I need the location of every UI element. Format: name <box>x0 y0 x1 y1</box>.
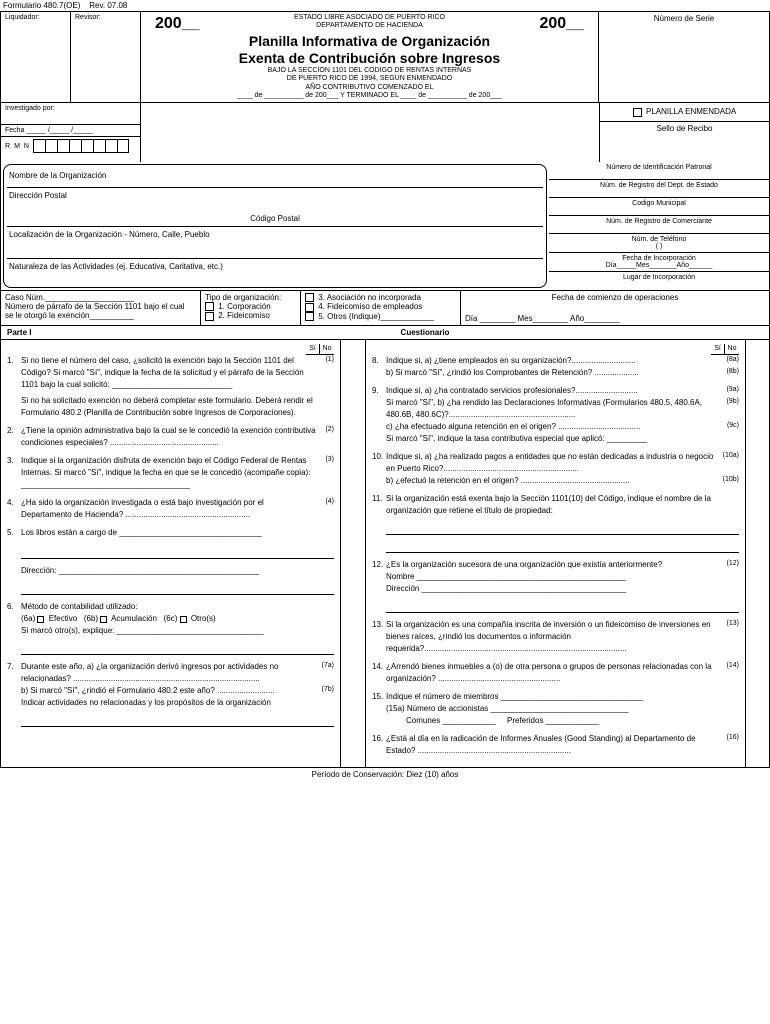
num-registro-estado[interactable]: Núm. de Registro del Dept. de Estado <box>549 180 769 198</box>
period: ____ de __________ de 200___ Y TERMINADO… <box>145 92 594 100</box>
nombre-org[interactable]: Nombre de la Organización <box>7 168 543 188</box>
lugar-incorporacion[interactable]: Lugar de Incorporación <box>549 272 769 290</box>
title-cell: 200__ ESTADO LIBRE ASOCIADO DE PUERTO RI… <box>141 12 599 102</box>
q9: 9.Indique si, a) ¿ha contratado servicio… <box>372 385 739 445</box>
acumulacion-checkbox[interactable] <box>100 616 107 623</box>
parte1-header: Parte I Cuestionario <box>1 326 769 340</box>
q3: 3.Indique si la organización disfruta de… <box>7 455 334 491</box>
revisor-cell: Revisor: <box>71 12 141 102</box>
year-start: 200__ <box>155 14 200 33</box>
org-section: Nombre de la Organización Dirección Post… <box>1 162 769 291</box>
caso-num-cell: Caso Núm.____________________ Número de … <box>1 291 201 325</box>
q4: 4.¿Ha sido la organización investigada o… <box>7 497 334 521</box>
codigo-municipal[interactable]: Codigo Municipal <box>549 198 769 216</box>
q8: 8.Indique si, a) ¿tiene empleados en su … <box>372 355 739 379</box>
revision: Rev. 07.08 <box>89 1 127 10</box>
grid-boxes[interactable] <box>33 139 129 153</box>
q12: 12.¿Es la organización sucesora de una o… <box>372 559 739 613</box>
year-end: 200__ <box>540 14 585 33</box>
num-id-patronal[interactable]: Número de Identificación Patronal <box>549 162 769 180</box>
footer: Período de Conservación: Diez (10) años <box>0 768 770 781</box>
form-container: Liquidador: Revisor: 200__ ESTADO LIBRE … <box>0 11 770 768</box>
header-row-2: Investigado por: Fecha _____ /_____ /___… <box>1 103 769 161</box>
fecha-comienzo-cell: Fecha de comienzo de operaciones Día ___… <box>461 291 769 325</box>
depto: DEPARTAMENTO DE HACIENDA <box>200 22 540 30</box>
q13: 13.Si la organización es una compañía in… <box>372 619 739 655</box>
q6: 6.Método de contabilidad utilizado: (6a)… <box>7 601 334 655</box>
opt4-checkbox[interactable] <box>305 303 314 312</box>
tipo-org-opts: 3. Asociación no incorporada 4. Fideicom… <box>301 291 461 325</box>
form-number: Formulario 480.7(OE) <box>3 1 80 10</box>
sino-right <box>745 340 769 768</box>
estado: ESTADO LIBRE ASOCIADO DE PUERTO RICO <box>200 14 540 22</box>
opt2-checkbox[interactable] <box>205 312 214 321</box>
sino-left <box>341 340 366 768</box>
q14: 14.¿Arrendó bienes inmuebles a (o) de ot… <box>372 661 739 685</box>
rmn-row: R M N <box>1 137 140 155</box>
questions-right: Sí No 8.Indique si, a) ¿tiene empleados … <box>366 340 745 768</box>
naturaleza[interactable]: Naturaleza de las Actividades (ej. Educa… <box>7 259 543 279</box>
num-telefono[interactable]: Núm. de Teléfono ( ) <box>549 234 769 253</box>
q2: 2.¿Tiene la opinión administrativa bajo … <box>7 425 334 449</box>
efectivo-checkbox[interactable] <box>37 616 44 623</box>
tipo-org-label: Tipo de organización: 1. Corporación 2. … <box>201 291 301 325</box>
numero-serie-cell: Número de Serie <box>599 12 769 102</box>
questions-section: Sí No 1.Si no tiene el número del caso, … <box>1 340 769 768</box>
sello-recibo-cell: Sello de Recibo <box>600 122 769 162</box>
header-row-1: Liquidador: Revisor: 200__ ESTADO LIBRE … <box>1 12 769 103</box>
investigado-cell: Investigado por: <box>1 103 140 125</box>
opt1-checkbox[interactable] <box>205 302 214 311</box>
questions-left: Sí No 1.Si no tiene el número del caso, … <box>1 340 341 768</box>
fecha-incorporacion[interactable]: Fecha de Incorporación Día_____Mes______… <box>549 253 769 272</box>
org-right: Número de Identificación Patronal Núm. d… <box>549 162 769 290</box>
localizacion[interactable]: Localización de la Organización - Número… <box>7 227 543 259</box>
tipo-section: Caso Núm.____________________ Número de … <box>1 291 769 326</box>
de-pr: DE PUERTO RICO DE 1994, SEGUN ENMENDADO <box>145 75 594 83</box>
fecha-cell: Fecha _____ /_____ /_____ <box>1 125 140 137</box>
form-number-row: Formulario 480.7(OE) Rev. 07.08 <box>0 0 770 11</box>
q16: 16.¿Está al día en la radicación de Info… <box>372 733 739 757</box>
liquidador-cell: Liquidador: <box>1 12 71 102</box>
org-left: Nombre de la Organización Dirección Post… <box>3 164 547 288</box>
q5: 5.Los libros están a cargo de __________… <box>7 527 334 595</box>
bajo: BAJO LA SECCION 1101 DEL CODIGO DE RENTA… <box>145 67 594 75</box>
q1: 1.Si no tiene el número del caso, ¿solic… <box>7 355 334 419</box>
opt3-checkbox[interactable] <box>305 293 314 302</box>
otros-checkbox[interactable] <box>180 616 187 623</box>
title2: Exenta de Contribución sobre Ingresos <box>145 50 594 67</box>
planilla-enmendada-cell: PLANILLA ENMENDADA <box>600 103 769 121</box>
title1: Planilla Informativa de Organización <box>145 33 594 50</box>
direccion-postal[interactable]: Dirección Postal Código Postal <box>7 188 543 227</box>
num-registro-comerciante[interactable]: Núm. de Registro de Comerciante <box>549 216 769 234</box>
q11: 11.Si la organización está exenta bajo l… <box>372 493 739 553</box>
q7: 7.Durante este año, a) ¿la organización … <box>7 661 334 727</box>
cuestionario-label: Cuestionario <box>87 328 763 337</box>
q10: 10.Indique si, a) ¿ha realizado pagos a … <box>372 451 739 487</box>
parte1-label: Parte I <box>7 328 87 337</box>
enmendada-checkbox[interactable] <box>633 108 642 117</box>
ano-contrib: AÑO CONTRIBUTIVO COMENZADO EL <box>145 84 594 92</box>
opt5-checkbox[interactable] <box>305 312 314 321</box>
q15: 15.Indique el número de miembros _______… <box>372 691 739 727</box>
